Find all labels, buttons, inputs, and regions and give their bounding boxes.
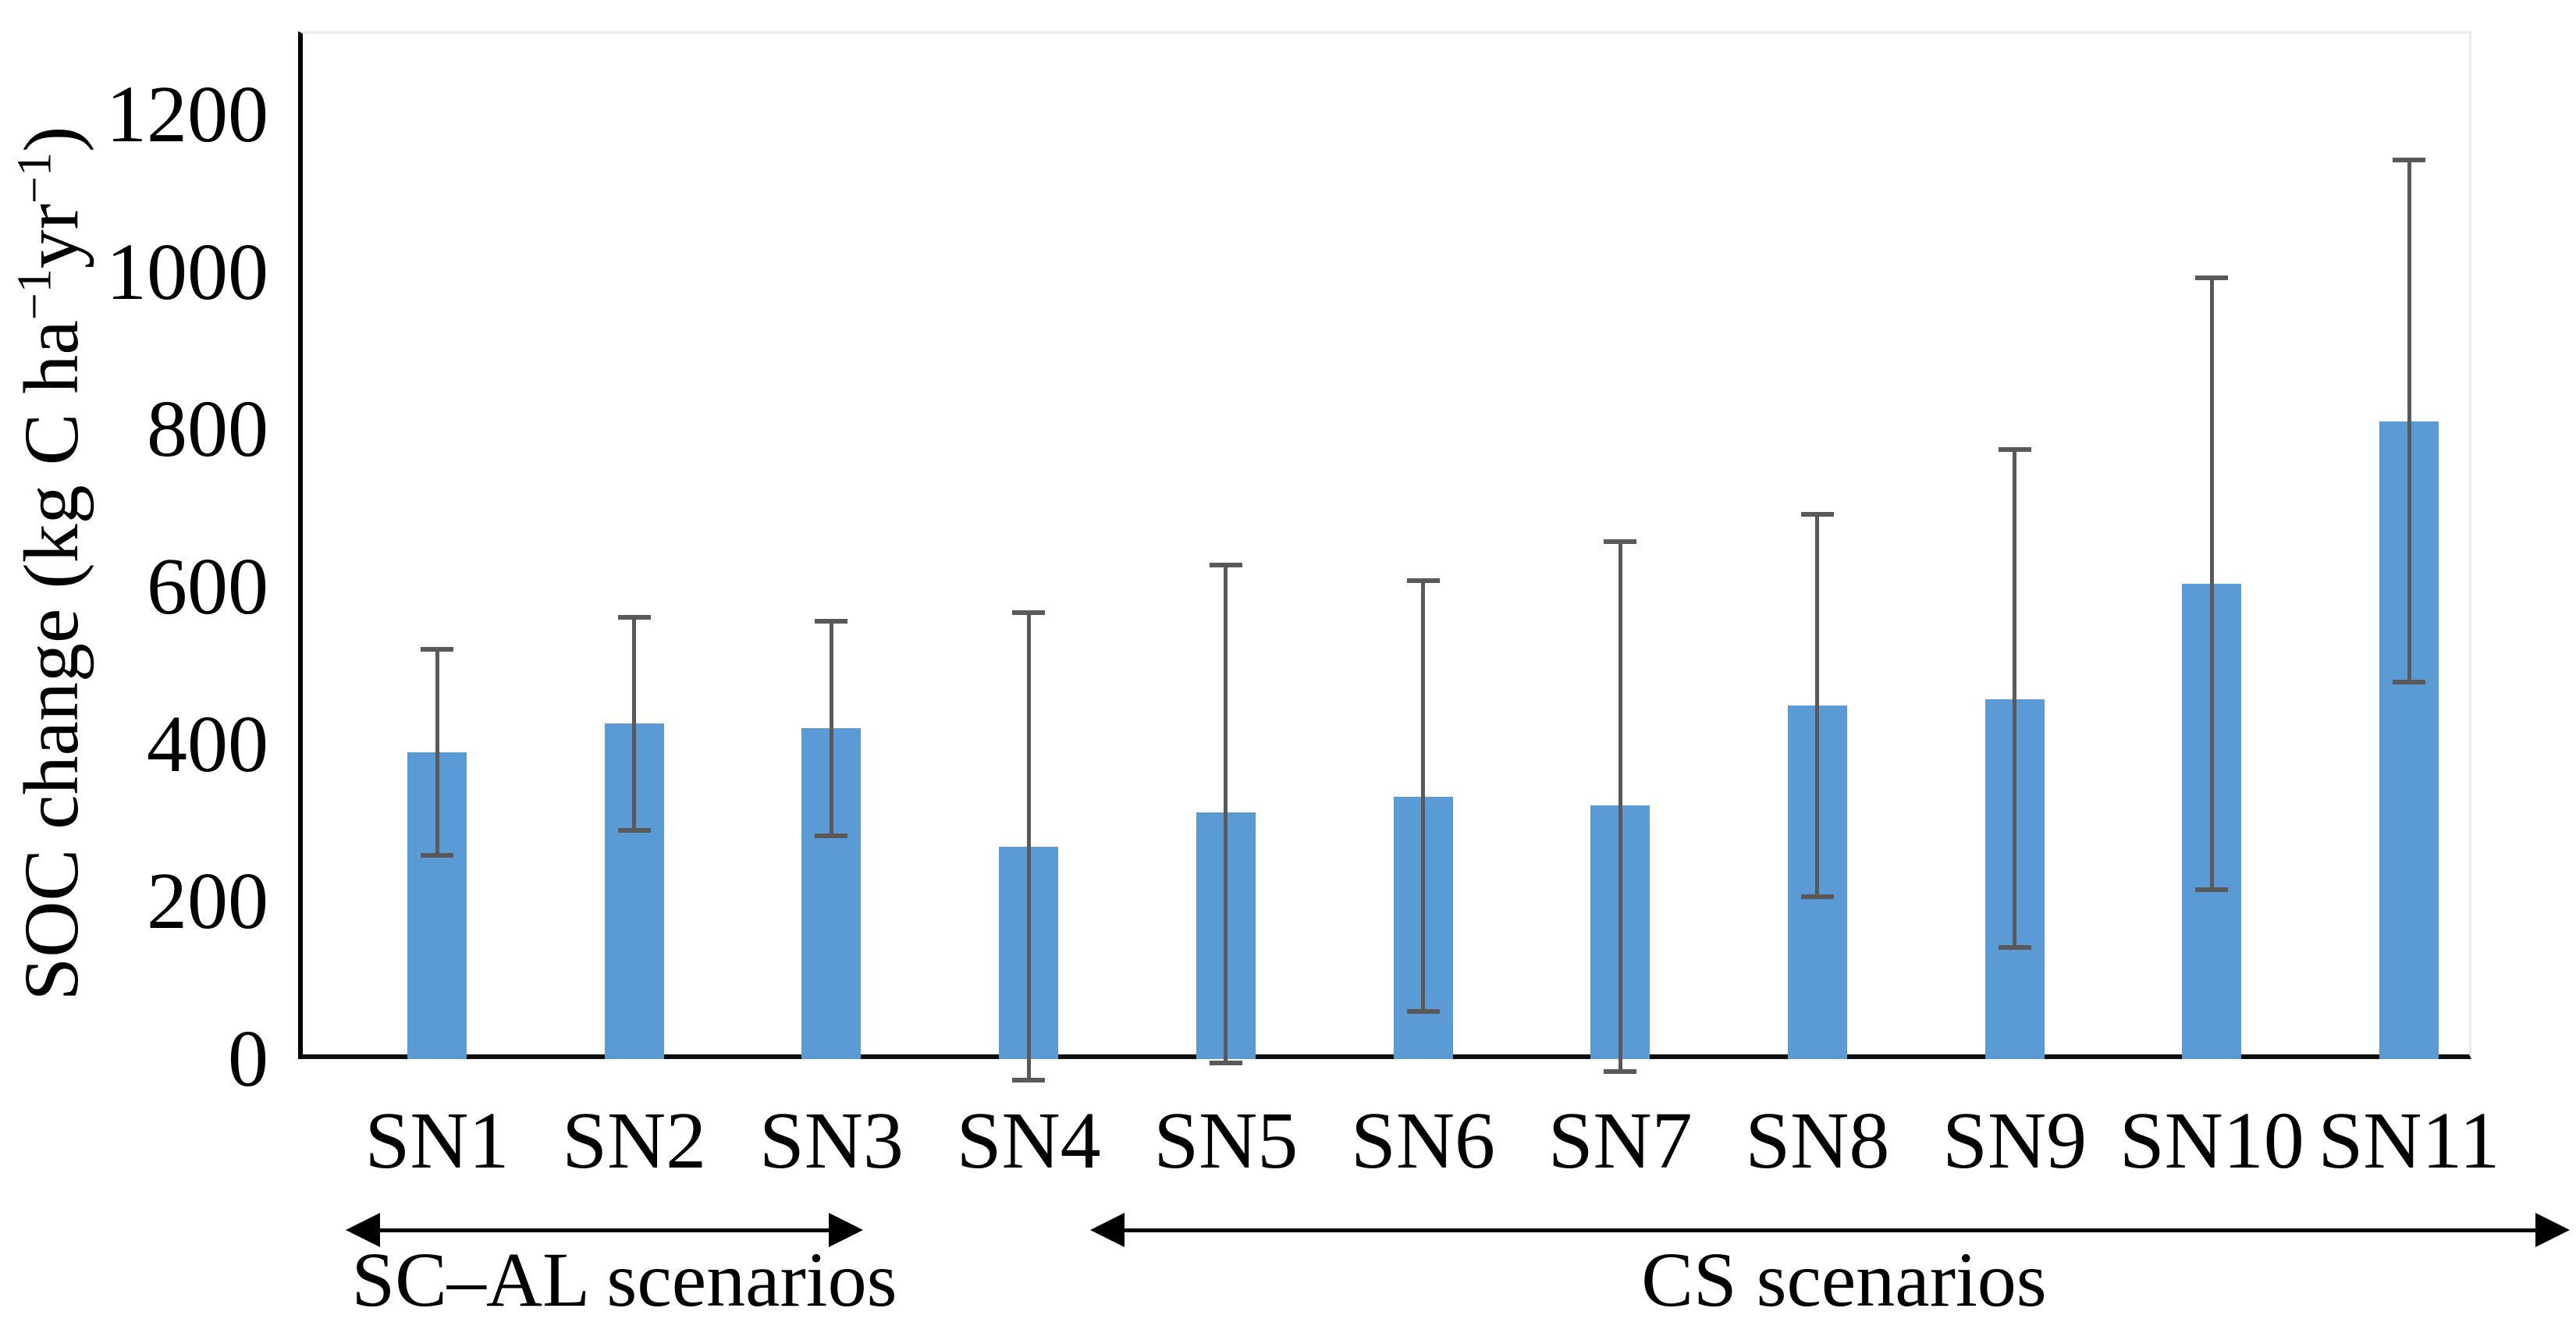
error-cap-top-SN1 [421, 646, 453, 652]
y-tick-label-800: 800 [147, 384, 268, 475]
y-tick-label-1000: 1000 [106, 226, 268, 317]
error-bar-SN1 [435, 649, 439, 855]
error-bar-SN4 [1026, 613, 1031, 1081]
error-bar-SN9 [2013, 450, 2017, 947]
error-cap-bottom-SN7 [1604, 1069, 1637, 1075]
x-tick-label-SN11: SN11 [2318, 1096, 2500, 1185]
group-label-cs: CS scenarios [1641, 1236, 2047, 1323]
y-tick-label-0: 0 [228, 1014, 268, 1104]
x-tick-label-SN2: SN2 [562, 1096, 707, 1185]
x-tick-label-SN1: SN1 [364, 1096, 510, 1185]
sc-al-arrow-line [376, 1228, 835, 1232]
error-cap-top-SN6 [1406, 578, 1440, 583]
error-cap-bottom-SN6 [1406, 1009, 1440, 1015]
x-tick-label-SN3: SN3 [759, 1096, 904, 1185]
error-cap-top-SN4 [1012, 610, 1046, 616]
x-tick-label-SN5: SN5 [1153, 1096, 1299, 1185]
x-tick-label-SN10: SN10 [2119, 1096, 2304, 1185]
error-bar-SN8 [1815, 514, 1820, 898]
error-cap-top-SN11 [2393, 158, 2425, 163]
cs-arrow-line [1121, 1228, 2539, 1232]
error-cap-top-SN3 [815, 619, 848, 624]
error-bar-SN2 [632, 617, 637, 830]
group-label-sc-al: SC–AL scenarios [351, 1236, 897, 1323]
y-axis-title-sup-yr: −1 [8, 151, 62, 204]
error-bar-SN3 [829, 621, 833, 836]
error-cap-top-SN8 [1800, 512, 1834, 517]
x-tick-label-SN4: SN4 [956, 1096, 1101, 1185]
error-cap-bottom-SN11 [2393, 679, 2425, 684]
y-tick-label-600: 600 [147, 541, 268, 631]
sc-al-arrow-right-head [829, 1213, 863, 1247]
x-tick-label-SN7: SN7 [1547, 1096, 1693, 1185]
y-tick-label-400: 400 [147, 698, 268, 789]
error-cap-bottom-SN10 [2195, 887, 2229, 893]
error-bar-SN5 [1224, 564, 1228, 1064]
error-cap-top-SN5 [1209, 562, 1242, 567]
error-bar-SN6 [1421, 580, 1425, 1012]
sc-al-arrow-left-head [346, 1213, 380, 1247]
y-tick-label-200: 200 [147, 856, 268, 947]
x-tick-label-SN6: SN6 [1351, 1096, 1495, 1185]
cs-arrow-left-head [1090, 1213, 1125, 1247]
error-cap-bottom-SN4 [1012, 1078, 1046, 1083]
error-cap-bottom-SN8 [1800, 894, 1834, 900]
error-bar-SN11 [2407, 160, 2411, 682]
error-bar-SN10 [2209, 277, 2214, 890]
error-cap-top-SN10 [2195, 275, 2229, 280]
y-tick-label-1200: 1200 [106, 69, 268, 159]
error-cap-bottom-SN3 [815, 833, 848, 838]
cs-arrow-right-head [2535, 1213, 2570, 1247]
error-cap-top-SN2 [617, 615, 651, 620]
error-cap-bottom-SN2 [617, 827, 651, 833]
error-cap-top-SN9 [1998, 447, 2031, 453]
error-cap-bottom-SN5 [1209, 1061, 1242, 1066]
error-cap-top-SN7 [1604, 539, 1637, 545]
plot-area [298, 31, 2471, 1059]
error-bar-SN7 [1618, 542, 1622, 1072]
x-tick-label-SN9: SN9 [1942, 1096, 2087, 1185]
x-tick-label-SN8: SN8 [1745, 1096, 1890, 1185]
error-cap-bottom-SN9 [1998, 944, 2031, 950]
error-cap-bottom-SN1 [421, 852, 453, 858]
